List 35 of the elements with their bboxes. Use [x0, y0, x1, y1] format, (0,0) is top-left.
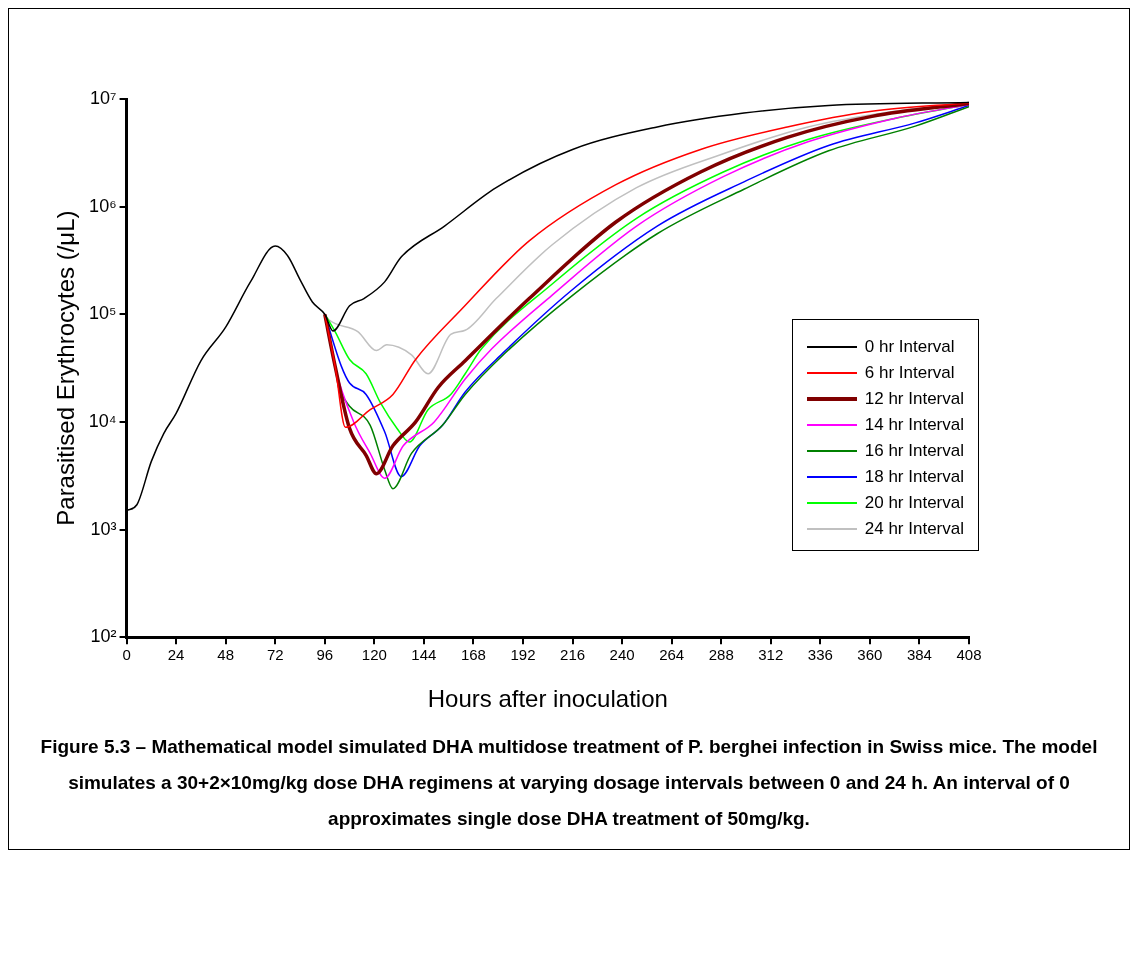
x-tick-label: 288: [708, 646, 734, 664]
legend-label: 24 hr Interval: [864, 519, 964, 539]
x-tick-label: 120: [361, 646, 387, 664]
x-tick-label: 312: [758, 646, 784, 664]
y-tick-label: 10⁴: [88, 410, 117, 431]
x-tick-label: 192: [510, 646, 536, 664]
legend-label: 0 hr Interval: [864, 337, 955, 357]
x-tick-label: 336: [807, 646, 833, 664]
x-tick-label: 216: [560, 646, 586, 664]
legend-label: 6 hr Interval: [864, 363, 955, 383]
x-tick-label: 408: [956, 646, 982, 664]
legend-label: 12 hr Interval: [864, 389, 964, 409]
y-tick-label: 10⁶: [89, 195, 117, 216]
y-axis-title: Parasitised Erythrocytes (/μL): [52, 210, 80, 526]
legend-label: 14 hr Interval: [864, 415, 964, 435]
y-tick-label: 10⁷: [90, 87, 117, 108]
x-tick-label: 360: [857, 646, 883, 664]
legend-label: 20 hr Interval: [864, 493, 964, 513]
y-tick-label: 10⁵: [89, 303, 117, 324]
legend-label: 18 hr Interval: [864, 467, 964, 487]
x-tick-label: 48: [217, 646, 235, 664]
x-tick-label: 0: [122, 646, 131, 664]
x-tick-label: 144: [411, 646, 437, 664]
x-tick-label: 264: [659, 646, 685, 664]
x-tick-label: 24: [167, 646, 185, 664]
x-tick-label: 240: [609, 646, 635, 664]
y-tick-label: 10³: [90, 518, 117, 539]
y-tick-label: 10²: [90, 626, 117, 647]
x-tick-label: 96: [316, 646, 334, 664]
x-axis-title: Hours after inoculation: [427, 685, 668, 713]
x-tick-label: 72: [266, 646, 284, 664]
legend-label: 16 hr Interval: [864, 441, 964, 461]
x-tick-label: 168: [460, 646, 486, 664]
x-tick-label: 384: [906, 646, 932, 664]
caption: Figure 5.3 – Mathematical model simulated DHA multidose treatment of P. berghei infection in Swiss mice. The model simulates a 30+2×10mg/kg dose DHA regimens at varying dosage intervals between 0 and 24 h. An interval of 0 approximates single dose DHA treatment of 50mg/kg.: [39, 735, 1099, 831]
